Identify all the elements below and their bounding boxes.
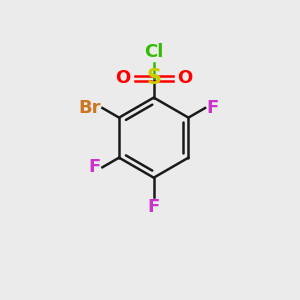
Text: Cl: Cl [144, 44, 164, 62]
Text: F: F [207, 99, 219, 117]
Text: F: F [148, 199, 160, 217]
Text: F: F [88, 158, 101, 176]
Text: O: O [178, 69, 193, 87]
Text: O: O [115, 69, 130, 87]
Text: S: S [146, 68, 161, 88]
Text: Br: Br [78, 99, 101, 117]
